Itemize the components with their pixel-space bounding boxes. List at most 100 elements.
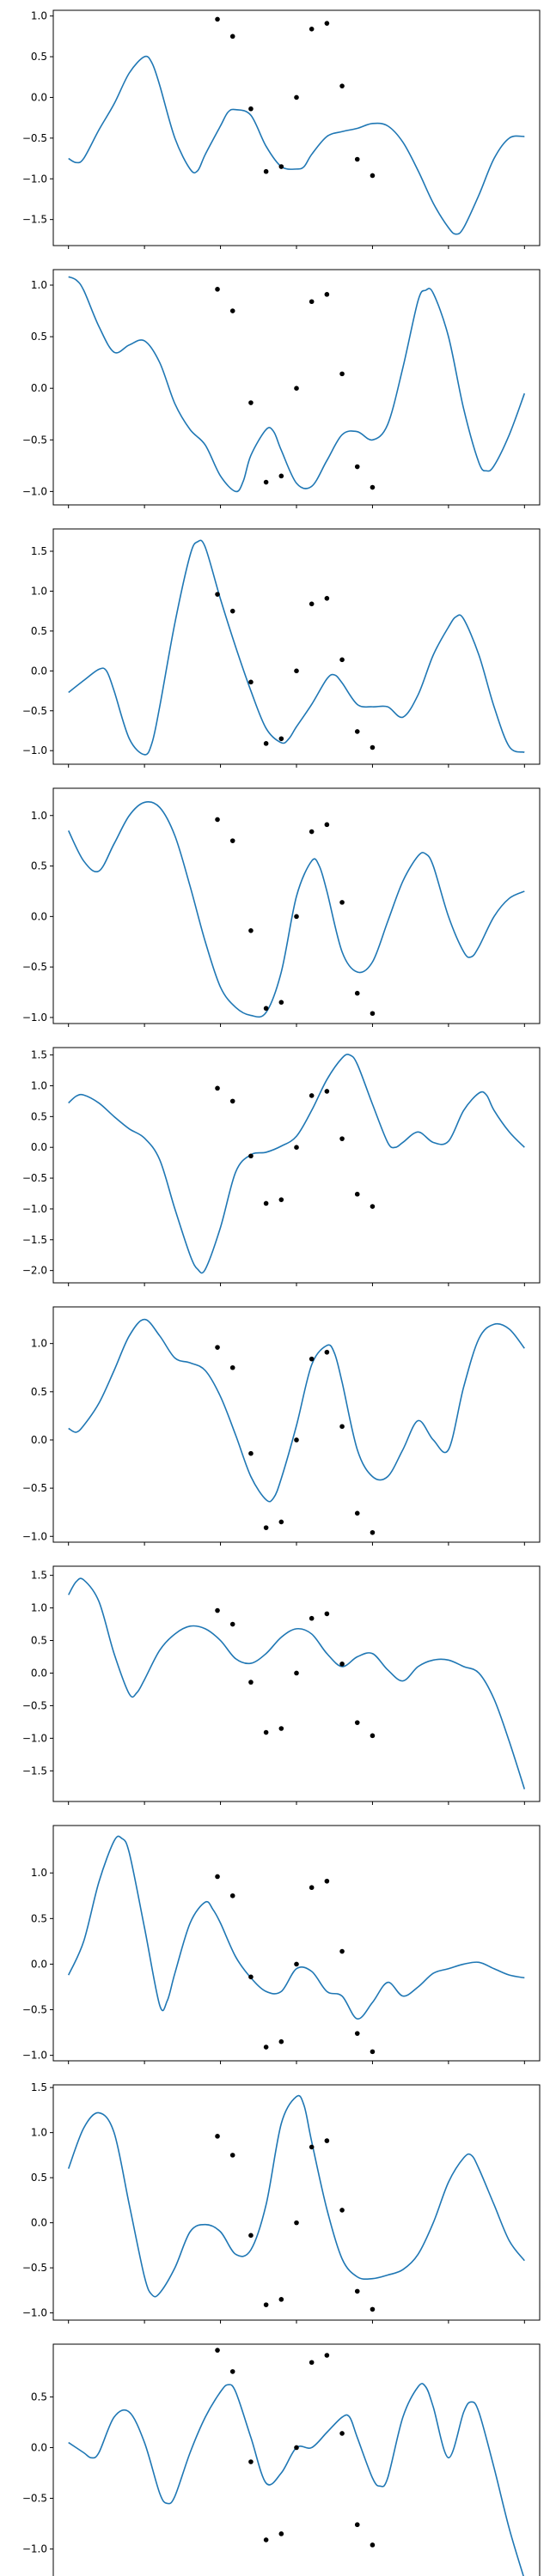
observed-point [339, 371, 345, 377]
observed-point [324, 1611, 330, 1617]
observed-point [309, 829, 315, 835]
y-tick-label: 0.5 [31, 331, 47, 343]
observed-point [294, 914, 299, 920]
observed-point [294, 1670, 299, 1676]
y-tick-label: 1.0 [31, 1602, 47, 1614]
observed-point [339, 1424, 345, 1430]
observed-point [294, 2220, 299, 2226]
y-tick-label: −1.0 [22, 1530, 47, 1542]
observed-point [278, 2038, 284, 2044]
observed-point [215, 817, 220, 823]
y-tick-label: −0.5 [22, 1172, 47, 1184]
observed-point [339, 2431, 345, 2436]
y-tick-label: 1.0 [31, 1338, 47, 1350]
observed-point [354, 1720, 360, 1725]
posterior-sample-curve [68, 1054, 525, 1274]
posterior-sample-curve [67, 801, 525, 1018]
observed-point [278, 473, 284, 479]
y-tick-label: 0.0 [31, 91, 47, 103]
observed-point [324, 2353, 330, 2358]
y-tick-label: 0.0 [31, 1667, 47, 1679]
observed-point [248, 400, 254, 405]
observed-point [354, 156, 360, 162]
observed-point [309, 2360, 315, 2366]
observed-point [339, 657, 345, 663]
observed-point [263, 479, 269, 485]
observed-point [370, 2306, 376, 2312]
observed-point [248, 1153, 254, 1159]
axes-frame [52, 2084, 541, 2321]
observed-point [263, 2302, 269, 2307]
y-tick-label: −1.0 [22, 173, 47, 185]
observed-point [278, 736, 284, 742]
subplot-1: −1.5 −1.0 −0.5 0.0 0.5 1.0 [22, 9, 541, 249]
posterior-sample-curve [68, 276, 526, 493]
y-tick-label: −1.0 [22, 2543, 47, 2555]
observed-point [324, 596, 330, 601]
observed-point [215, 16, 220, 22]
y-tick-label: 0.0 [31, 2217, 47, 2229]
observed-point [215, 1085, 220, 1091]
observed-point [263, 1200, 269, 1206]
observed-point [294, 1145, 299, 1150]
y-tick-label: 0.0 [31, 665, 47, 677]
observed-point [278, 2297, 284, 2302]
subplot-6: −1.0 −0.5 0.0 0.5 1.0 [22, 1306, 541, 1546]
observed-point [324, 1089, 330, 1094]
axes-frame [52, 787, 541, 1024]
observed-point [248, 1974, 254, 1980]
subplot-2: −1.0 −0.5 0.0 0.5 1.0 [22, 269, 541, 508]
y-tick-label: 1.0 [31, 2127, 47, 2139]
y-tick-label: 0.5 [31, 2172, 47, 2184]
observed-point [309, 1885, 315, 1891]
observed-point [324, 822, 330, 828]
observed-point [278, 1519, 284, 1525]
y-tick-label: −1.0 [22, 1203, 47, 1215]
observed-point [339, 83, 345, 88]
observed-point [263, 2537, 269, 2543]
observed-point [309, 299, 315, 305]
axes-frame [52, 9, 541, 246]
axes-frame [52, 1565, 541, 1802]
observed-point [278, 1197, 284, 1202]
subplot-10: −1.0 −0.5 0.0 0.5 [22, 2343, 541, 2576]
observed-point [263, 1729, 269, 1735]
observed-point [370, 2543, 376, 2548]
y-tick-label: 0.5 [31, 51, 47, 63]
y-tick-label: 0.5 [31, 1386, 47, 1398]
posterior-sample-curve [68, 1318, 525, 1503]
observed-point [248, 2459, 254, 2464]
y-tick-label: 1.0 [31, 10, 47, 22]
observed-point [309, 1093, 315, 1098]
y-tick-label: −1.0 [22, 744, 47, 756]
y-tick-label: 0.5 [31, 1635, 47, 1647]
y-tick-label: −0.5 [22, 705, 47, 717]
axes-frame [52, 2343, 541, 2576]
y-tick-label: −0.5 [22, 434, 47, 446]
observed-point [229, 2369, 235, 2374]
y-tick-label: 0.0 [31, 910, 47, 922]
subplot-7: −1.5 −1.0 −0.5 0.0 0.5 1.0 1.5 [22, 1565, 541, 1805]
observed-point [354, 2522, 360, 2528]
y-tick-label: 1.5 [31, 1049, 47, 1061]
observed-point [248, 1680, 254, 1685]
observed-point [229, 1621, 235, 1627]
observed-point [215, 1607, 220, 1613]
observed-point [354, 729, 360, 734]
observed-point [370, 484, 376, 490]
observed-point [263, 1005, 269, 1012]
y-tick-label: −1.0 [22, 2307, 47, 2319]
observed-point [309, 27, 315, 32]
observed-point [370, 2049, 376, 2055]
observed-point [339, 2208, 345, 2213]
y-tick-label: −1.0 [22, 2050, 47, 2062]
y-tick-label: 0.5 [31, 2391, 47, 2403]
y-tick-label: −1.5 [22, 1765, 47, 1777]
observed-point [294, 1961, 299, 1967]
y-tick-label: 0.0 [31, 1958, 47, 1970]
observed-point [370, 1011, 376, 1017]
observed-point [215, 592, 220, 597]
observed-point [294, 668, 299, 674]
observed-point [324, 1878, 330, 1884]
